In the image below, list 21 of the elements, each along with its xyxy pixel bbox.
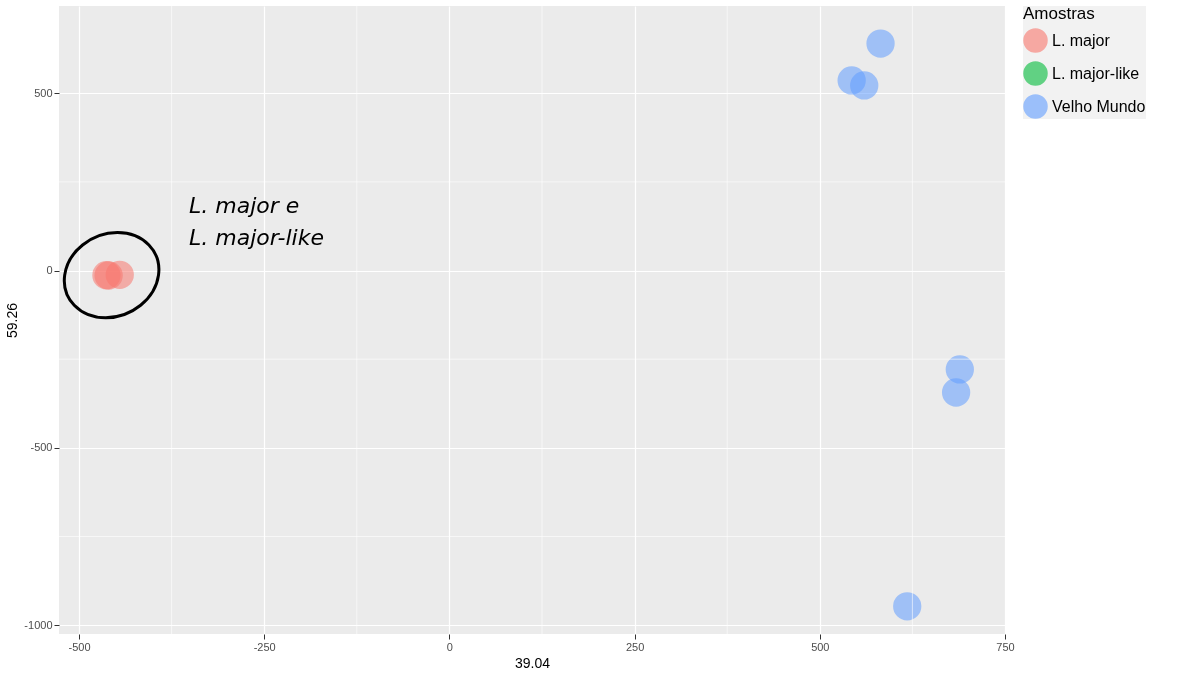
x-tick-label: 750	[996, 640, 1015, 653]
x-tick-label: 250	[625, 640, 645, 653]
annotation: L. major e L. major-like	[189, 193, 325, 250]
y-tick-label: 0	[46, 264, 53, 277]
y-tick-label: -500	[30, 441, 53, 454]
x-tick-label: -250	[253, 640, 276, 653]
point	[850, 71, 879, 100]
x-axis-title: 39.04	[514, 654, 551, 671]
x-tick-label: 500	[811, 640, 830, 653]
y-tick-label: 500	[34, 86, 53, 99]
x-tick-label: 0	[446, 640, 453, 653]
legend-label: L. major-like	[1052, 64, 1140, 82]
legend-label: Velho Mundo	[1052, 97, 1146, 115]
y-axis-title: 59.26	[4, 302, 21, 339]
legend-title: Amostras	[1023, 4, 1095, 23]
point	[893, 592, 922, 621]
point	[941, 378, 971, 407]
legend-label: L. major	[1052, 31, 1111, 49]
point	[866, 29, 895, 58]
y-tick-label: -1000	[24, 618, 53, 631]
x-tick-label: -500	[68, 640, 91, 653]
